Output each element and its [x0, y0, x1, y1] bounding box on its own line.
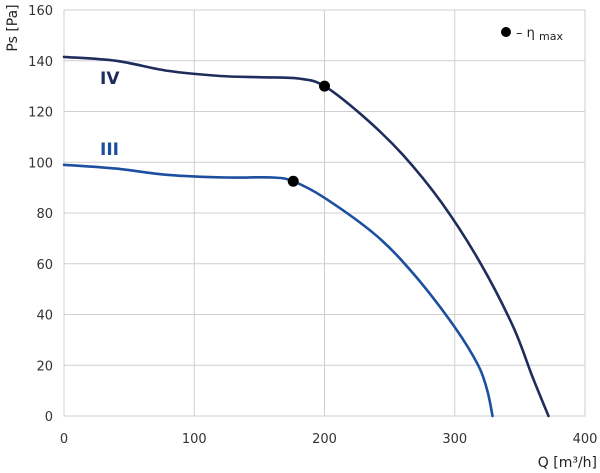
y-tick-label: 80 [36, 207, 53, 222]
legend-subscript: max [539, 30, 563, 43]
x-axis-label: Q [m³/h] [538, 455, 597, 471]
series-lines [62, 55, 550, 418]
y-tick-label: 140 [28, 55, 53, 70]
y-tick-label: 20 [36, 359, 53, 374]
x-tick-label: 0 [60, 432, 68, 447]
y-tick-label: 160 [28, 4, 53, 19]
y-tick-label: 0 [45, 410, 53, 425]
series-line-iv [62, 55, 550, 418]
series-label-iv: IV [100, 69, 120, 89]
eta-max-point-iv [319, 80, 330, 92]
y-tick-label: 40 [36, 309, 53, 324]
y-axis-label: Ps [Pa] [5, 4, 21, 51]
eta-max-point-iii [287, 175, 299, 187]
grid [63, 9, 586, 417]
series-labels: IV III [100, 69, 120, 160]
x-tick-label: 200 [312, 432, 337, 447]
y-tick-label: 120 [28, 106, 53, 121]
x-tick-label: 300 [442, 432, 467, 447]
tick-labels: 0 100 200 300 400 0 20 40 60 80 100 120 140 160 [28, 4, 597, 447]
series-line-iii [62, 163, 494, 418]
legend-marker [501, 27, 511, 37]
x-tick-label: 100 [182, 432, 207, 447]
y-tick-label: 60 [36, 258, 53, 273]
y-tick-label: 100 [28, 156, 53, 171]
x-tick-label: 400 [573, 432, 598, 447]
eta-max-markers [287, 80, 330, 187]
legend-text: – η max [516, 26, 563, 43]
series-label-iii: III [100, 140, 119, 160]
legend-label: – η [516, 26, 535, 41]
legend: – η max [501, 26, 563, 43]
